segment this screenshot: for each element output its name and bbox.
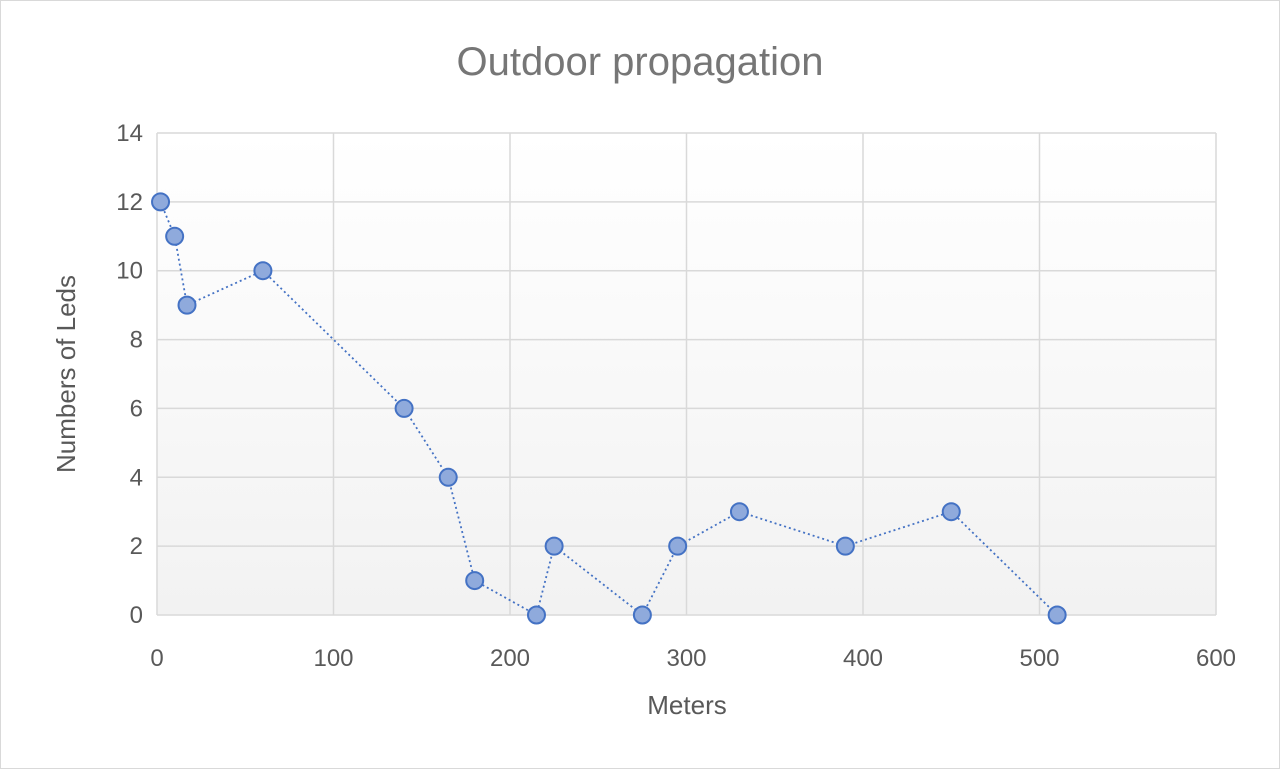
data-point — [253, 261, 273, 281]
data-point — [177, 295, 197, 315]
y-tick-label: 2 — [130, 533, 143, 560]
data-point — [1047, 605, 1067, 625]
x-tick-label: 200 — [490, 645, 530, 672]
y-tick-label: 10 — [116, 258, 143, 285]
y-tick-label: 6 — [130, 395, 143, 422]
data-point — [835, 536, 855, 556]
x-tick-label: 400 — [843, 645, 883, 672]
y-tick-label: 8 — [130, 327, 143, 354]
x-tick-label: 500 — [1019, 645, 1059, 672]
chart-title: Outdoor propagation — [457, 40, 824, 84]
x-tick-label: 0 — [150, 645, 163, 672]
y-axis-title: Numbers of Leds — [51, 275, 81, 473]
x-axis-title: Meters — [647, 690, 726, 720]
x-tick-label: 100 — [313, 645, 353, 672]
y-tick-label: 4 — [130, 464, 143, 491]
x-tick-label: 600 — [1196, 645, 1236, 672]
y-tick-label: 0 — [130, 602, 143, 629]
data-point — [465, 571, 485, 591]
x-tick-label: 300 — [666, 645, 706, 672]
data-point — [632, 605, 652, 625]
y-tick-label: 12 — [116, 189, 143, 216]
data-point — [526, 605, 546, 625]
data-point — [544, 536, 564, 556]
data-point — [151, 192, 171, 212]
y-tick-label: 14 — [116, 120, 143, 147]
series-group — [151, 192, 1067, 625]
data-point — [668, 536, 688, 556]
data-point — [394, 398, 414, 418]
tick-labels: 0 2 4 6 8 10 12 14 0 100 200 300 400 500 600 — [116, 120, 1236, 672]
data-point — [438, 467, 458, 487]
data-point — [941, 502, 961, 522]
data-point — [729, 502, 749, 522]
data-point — [165, 226, 185, 246]
